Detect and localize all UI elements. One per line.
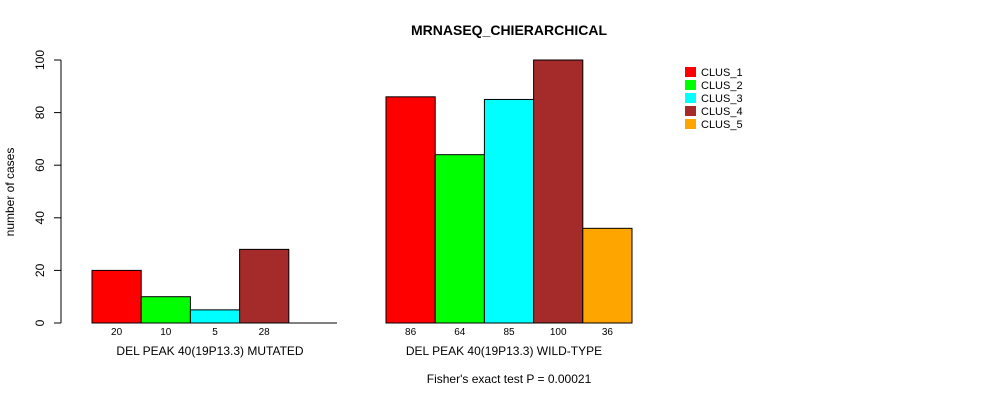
bar-clus_5-group-2 [582, 227, 633, 324]
legend-swatch-clus_1 [685, 67, 696, 77]
group-axes: DEL PEAK 40(19P13.3) MUTATED DEL PEAK 40(… [92, 322, 632, 358]
y-tick-label: 40 [33, 211, 47, 225]
legend-label-clus_2: CLUS_2 [701, 80, 743, 92]
y-axis-label: number of cases [3, 148, 17, 237]
y-tick-label: 60 [33, 158, 47, 172]
bar-value-label: 64 [454, 327, 466, 338]
bars: 20 10 5 28 86 64 85 100 36 [91, 59, 633, 338]
bar-value-label: 28 [259, 327, 271, 338]
bar-clus_2-group-1 [140, 296, 191, 324]
bar-clus_1-group-1 [91, 269, 142, 324]
bar-value-label: 36 [602, 327, 614, 338]
bar-value-label: 5 [212, 327, 218, 338]
y-tick-label: 100 [33, 50, 47, 70]
legend-label-clus_3: CLUS_3 [701, 93, 743, 105]
bar-value-label: 10 [160, 327, 172, 338]
bar-clus_4-group-2 [533, 59, 584, 324]
y-tick-label: 20 [33, 263, 47, 277]
legend-swatch-clus_2 [685, 80, 696, 90]
y-axis: 0 20 40 60 80 100 [33, 50, 62, 326]
legend-label-clus_4: CLUS_4 [701, 106, 743, 118]
bar-value-label: 85 [503, 327, 515, 338]
bar-clus_2-group-2 [434, 154, 485, 324]
bar-clus_1-group-2 [385, 96, 436, 324]
group-label-1: DEL PEAK 40(19P13.3) MUTATED [116, 344, 304, 358]
bar-clus_3-group-2 [483, 98, 535, 324]
legend-swatch-clus_5 [685, 119, 696, 129]
legend-label-clus_5: CLUS_5 [701, 119, 743, 131]
bar-value-label: 20 [111, 327, 123, 338]
group-label-2: DEL PEAK 40(19P13.3) WILD-TYPE [406, 344, 602, 358]
bar-value-label: 86 [405, 327, 417, 338]
legend-swatch-clus_3 [685, 93, 696, 103]
y-tick-label: 0 [33, 319, 47, 326]
chart-title: MRNASEQ_CHIERARCHICAL [411, 22, 607, 38]
bar-clus_4-group-1 [239, 248, 290, 324]
footnote: Fisher's exact test P = 0.00021 [427, 372, 592, 386]
legend-label-clus_1: CLUS_1 [701, 67, 743, 79]
bar-clus_3-group-1 [189, 309, 241, 324]
legend-swatch-clus_4 [685, 106, 696, 116]
y-tick-label: 80 [33, 106, 47, 120]
bar-value-label: 100 [550, 327, 567, 338]
